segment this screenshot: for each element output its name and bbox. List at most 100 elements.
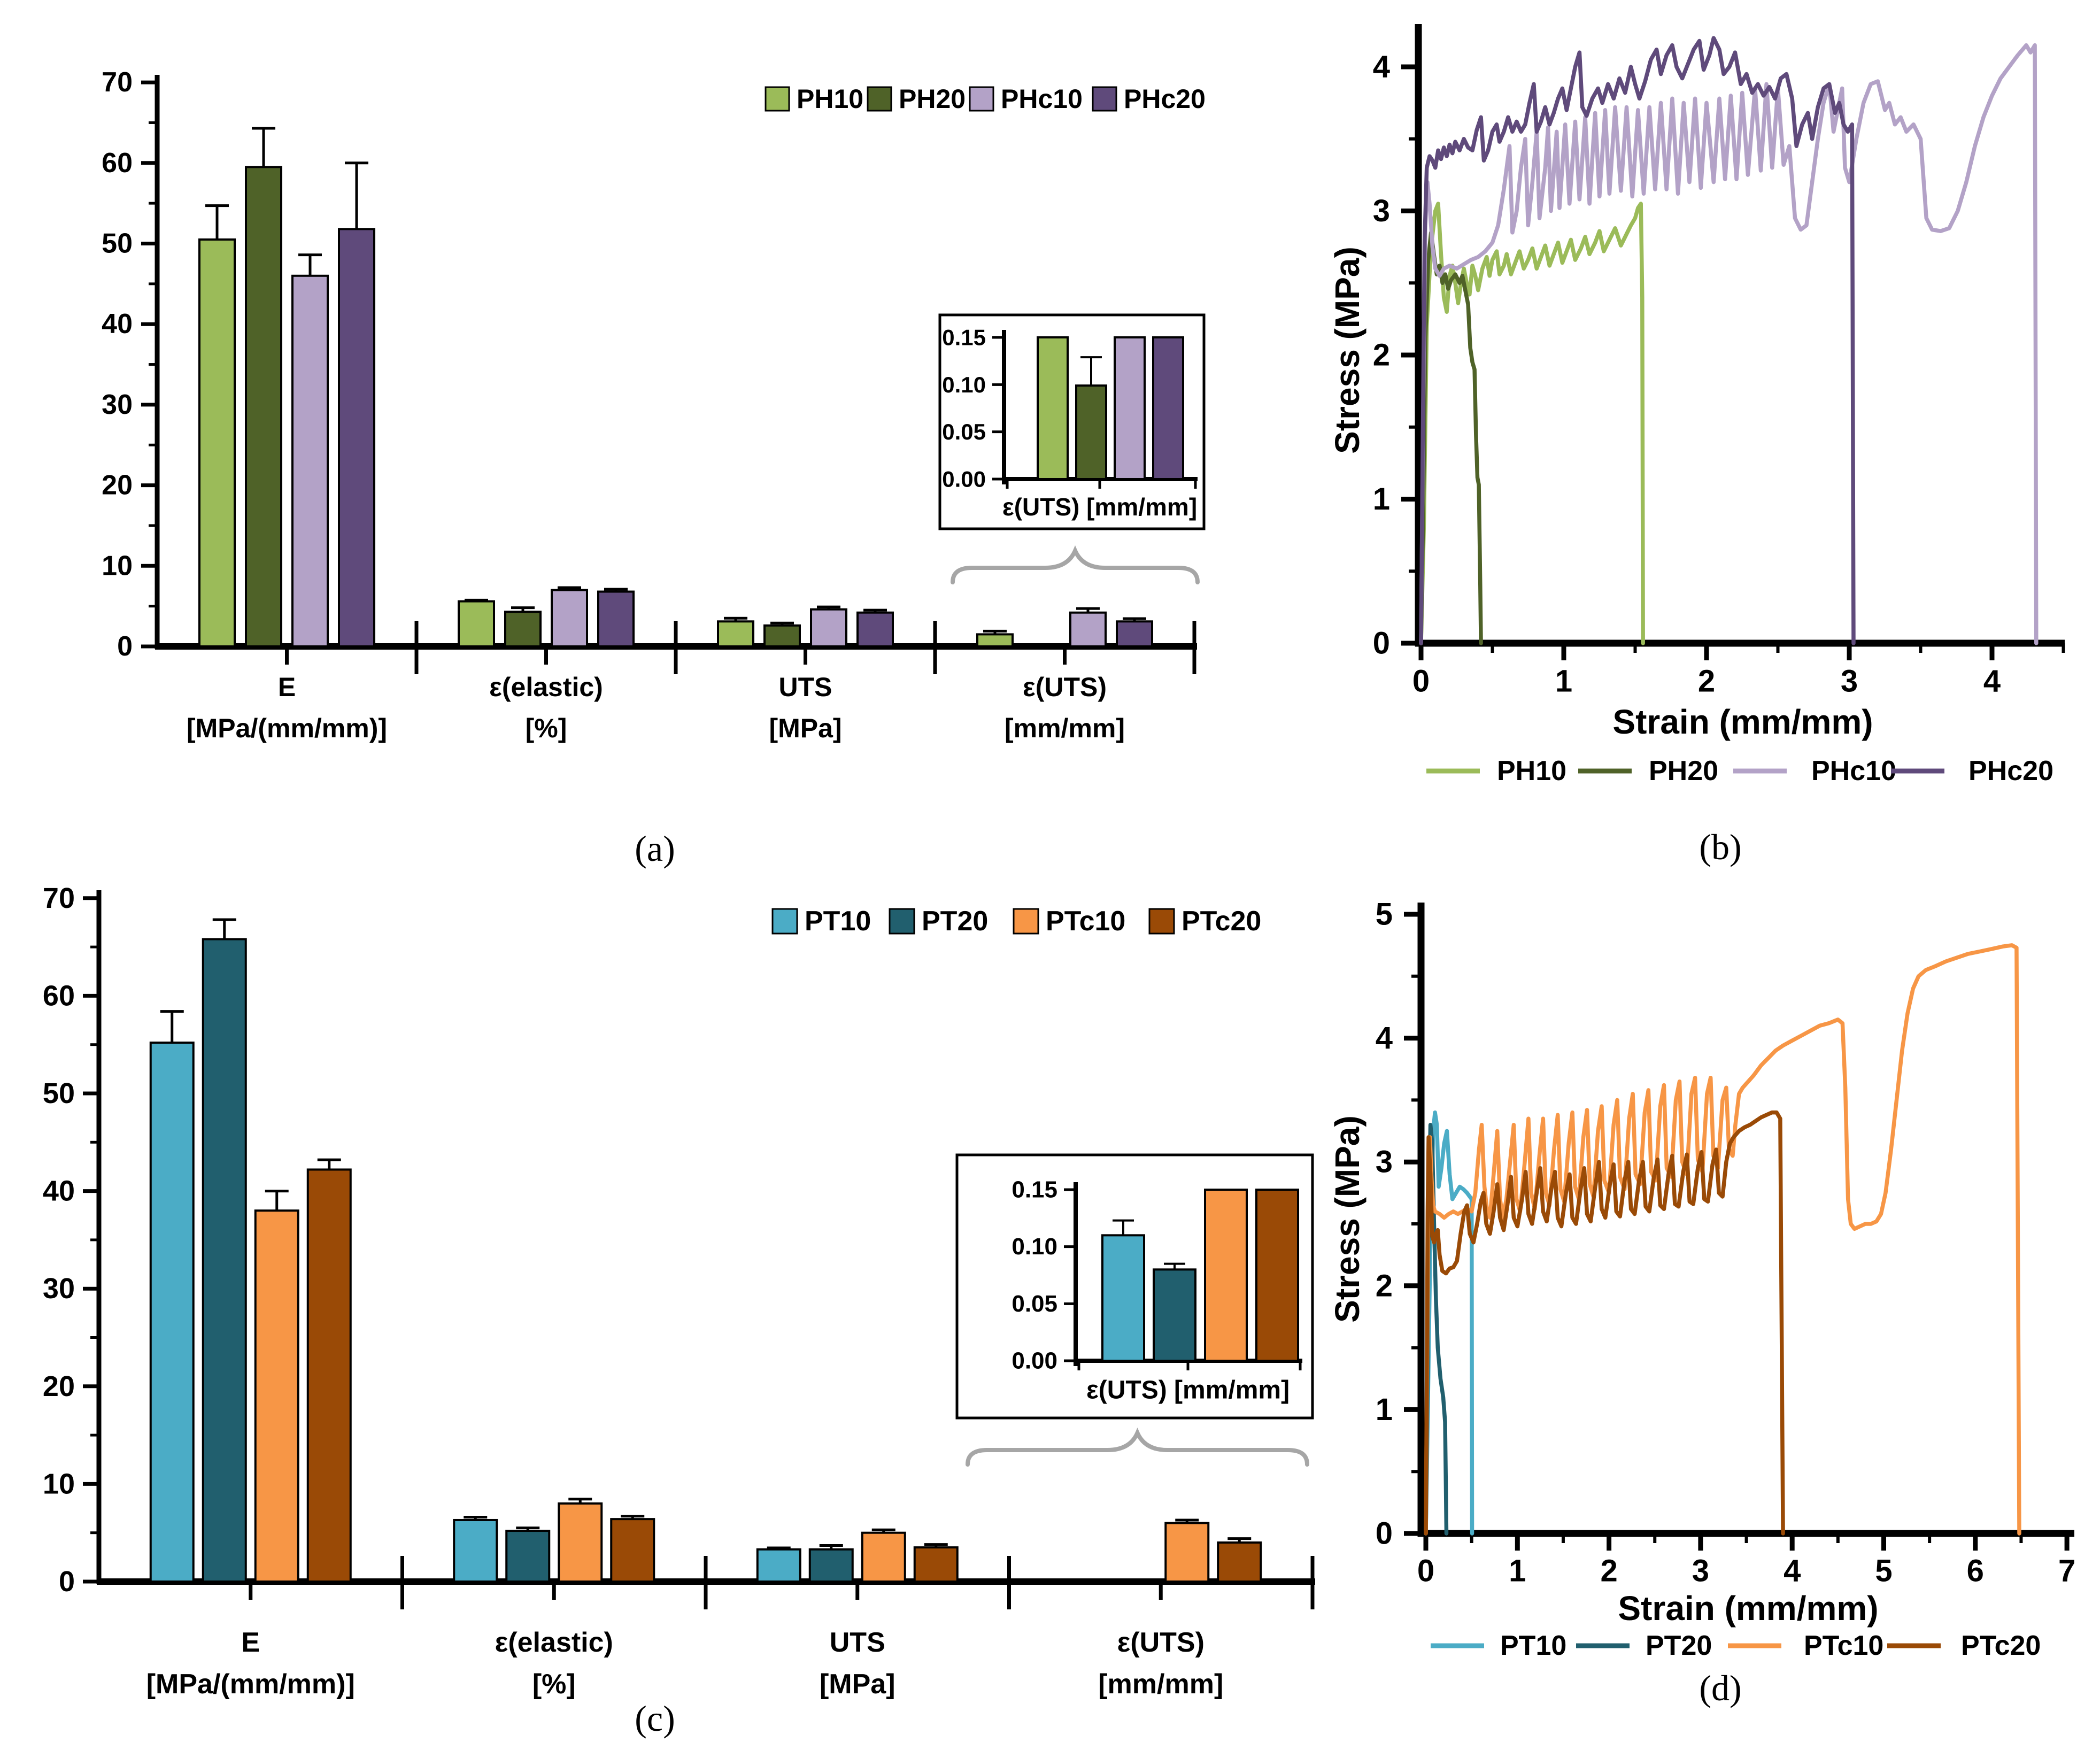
bar-PHc20-ε(UTS)	[1116, 620, 1153, 647]
bar-PHc10-UTS	[810, 608, 847, 647]
brace	[966, 1428, 1309, 1467]
legend-swatch-PT10	[771, 908, 798, 935]
inset-a: 0.15 0.10 0.05 0.00 ε(UTS) [mm/mm]	[938, 313, 1206, 530]
group-label: UTS	[830, 1627, 885, 1658]
y-tick-label: 20	[102, 470, 133, 501]
panel-b-chart: 0 1 2 3 4 0 1 2 3 4 Stress (MPa) Strain (mm/mm) PH10…	[1328, 24, 2065, 787]
inset-y-tick-label: 0.05	[942, 419, 986, 444]
legend-label-PT20: PT20	[922, 906, 988, 937]
legend-swatch-PHc20	[1092, 86, 1117, 112]
legend-label-PH20: PH20	[1649, 755, 1718, 787]
bar-PHc20-UTS	[856, 611, 894, 648]
bar-PHc20-E	[338, 228, 375, 647]
x-tick-label: 6	[1967, 1554, 1984, 1589]
bar-PT20-E	[202, 938, 247, 1583]
inset-bar-PT10	[1101, 1234, 1145, 1362]
y-tick-label: 70	[43, 882, 75, 914]
inset-bar-PTc20	[1255, 1189, 1299, 1362]
inset-y-tick-label: 0.10	[1012, 1234, 1057, 1260]
bar-PT10-UTS	[756, 1548, 801, 1583]
bar-PH10-E	[198, 238, 236, 647]
legend-label-PTc10: PTc10	[1046, 906, 1125, 937]
inset-y-tick-label: 0.00	[942, 467, 986, 492]
bar-PTc10-UTS	[861, 1531, 906, 1583]
legend-label-PH10: PH10	[1497, 755, 1566, 787]
inset-bar-PH20	[1075, 384, 1107, 480]
bar-PT10-ε(UTS)	[1060, 1579, 1105, 1583]
x-axis-title: Strain (mm/mm)	[1612, 703, 1873, 741]
legend-label-PTc20: PTc20	[1961, 1630, 2041, 1661]
caption-panel-c: (c)	[635, 1698, 675, 1739]
legend-swatch-PH20	[867, 86, 892, 112]
inset-x-label: ε(UTS) [mm/mm]	[1002, 493, 1197, 521]
legend-swatch-PTc20	[1148, 908, 1175, 935]
inset-bar-PTc10	[1204, 1189, 1248, 1362]
y-tick-label: 2	[1376, 1268, 1393, 1303]
bar-PTc10-E	[254, 1209, 299, 1583]
y-tick-label: 0	[1373, 626, 1390, 661]
y-tick-label: 0	[117, 631, 133, 662]
group-unit-label: [%]	[526, 713, 567, 743]
x-tick-label: 4	[1784, 1554, 1801, 1589]
y-tick-label: 30	[102, 389, 133, 420]
x-tick-label: 4	[1983, 664, 2001, 699]
legend-swatch-PT20	[889, 908, 915, 935]
y-tick-label: 60	[102, 148, 133, 179]
bar-PTc20-UTS	[913, 1546, 959, 1583]
y-tick-label: 40	[102, 309, 133, 340]
bar-PT20-ε(UTS)	[1112, 1579, 1157, 1583]
bar-PTc20-E	[306, 1168, 352, 1583]
x-tick-label: 2	[1600, 1554, 1617, 1589]
group-unit-label: [MPa]	[769, 713, 841, 743]
group-unit-label: [MPa/(mm/mm)]	[187, 713, 387, 743]
bar-PTc10-ε(elastic)	[558, 1502, 603, 1583]
x-tick-label: 5	[1875, 1554, 1892, 1589]
inset-y-tick-label: 0.05	[1012, 1291, 1057, 1317]
inset-x-label: ε(UTS) [mm/mm]	[1086, 1376, 1290, 1405]
inset-bar-PHc20	[1152, 336, 1184, 480]
curve-PHc20	[1419, 36, 1856, 645]
y-tick-label: 4	[1373, 50, 1390, 84]
group-unit-label: [MPa]	[820, 1669, 895, 1700]
y-tick-label: 10	[43, 1468, 75, 1500]
bar-PTc20-ε(elastic)	[610, 1518, 655, 1583]
group-unit-label: [mm/mm]	[1098, 1669, 1223, 1700]
legend-swatch-PTc10	[1013, 908, 1039, 935]
legend-label-PHc20: PHc20	[1968, 755, 2053, 787]
x-tick-label: 1	[1555, 664, 1572, 699]
legend-label-PTc20: PTc20	[1182, 906, 1261, 937]
x-tick-label: 0	[1417, 1554, 1434, 1589]
y-tick-label: 20	[43, 1370, 75, 1402]
group-label: ε(elastic)	[495, 1627, 613, 1658]
x-tick-label: 3	[1692, 1554, 1709, 1589]
legend-label-PT10: PT10	[1500, 1630, 1566, 1661]
legend-label-PTc10: PTc10	[1804, 1630, 1883, 1661]
caption-panel-d: (d)	[1699, 1668, 1742, 1708]
inset-bar-PHc10	[1114, 336, 1146, 480]
y-axis-title: Stress (MPa)	[1328, 1115, 1366, 1323]
y-tick-label: 40	[43, 1175, 75, 1207]
group-label: E	[241, 1627, 260, 1658]
y-tick-label: 3	[1376, 1145, 1393, 1179]
caption-panel-a: (a)	[635, 828, 675, 869]
group-label: ε(UTS)	[1023, 672, 1107, 702]
y-tick-label: 30	[43, 1273, 75, 1305]
bar-PT20-UTS	[808, 1548, 854, 1583]
bar-PH20-ε(elastic)	[504, 611, 542, 647]
bar-PH10-ε(UTS)	[976, 633, 1014, 648]
bar-PH20-ε(UTS)	[1023, 644, 1060, 647]
inset-bar-PH10	[1037, 336, 1069, 480]
y-tick-label: 60	[43, 980, 75, 1012]
group-label: UTS	[779, 672, 832, 702]
y-tick-label: 2	[1373, 338, 1390, 373]
x-tick-label: 0	[1412, 664, 1430, 699]
bar-PH20-E	[245, 166, 282, 647]
group-label: ε(elastic)	[489, 672, 603, 702]
bar-PT10-E	[149, 1042, 195, 1583]
legend-swatch-PHc10	[969, 86, 994, 112]
bar-PT10-ε(elastic)	[453, 1518, 498, 1583]
bar-PHc10-E	[291, 274, 329, 647]
caption-panel-b: (b)	[1699, 827, 1742, 867]
legend-label-PT10: PT10	[805, 906, 871, 937]
